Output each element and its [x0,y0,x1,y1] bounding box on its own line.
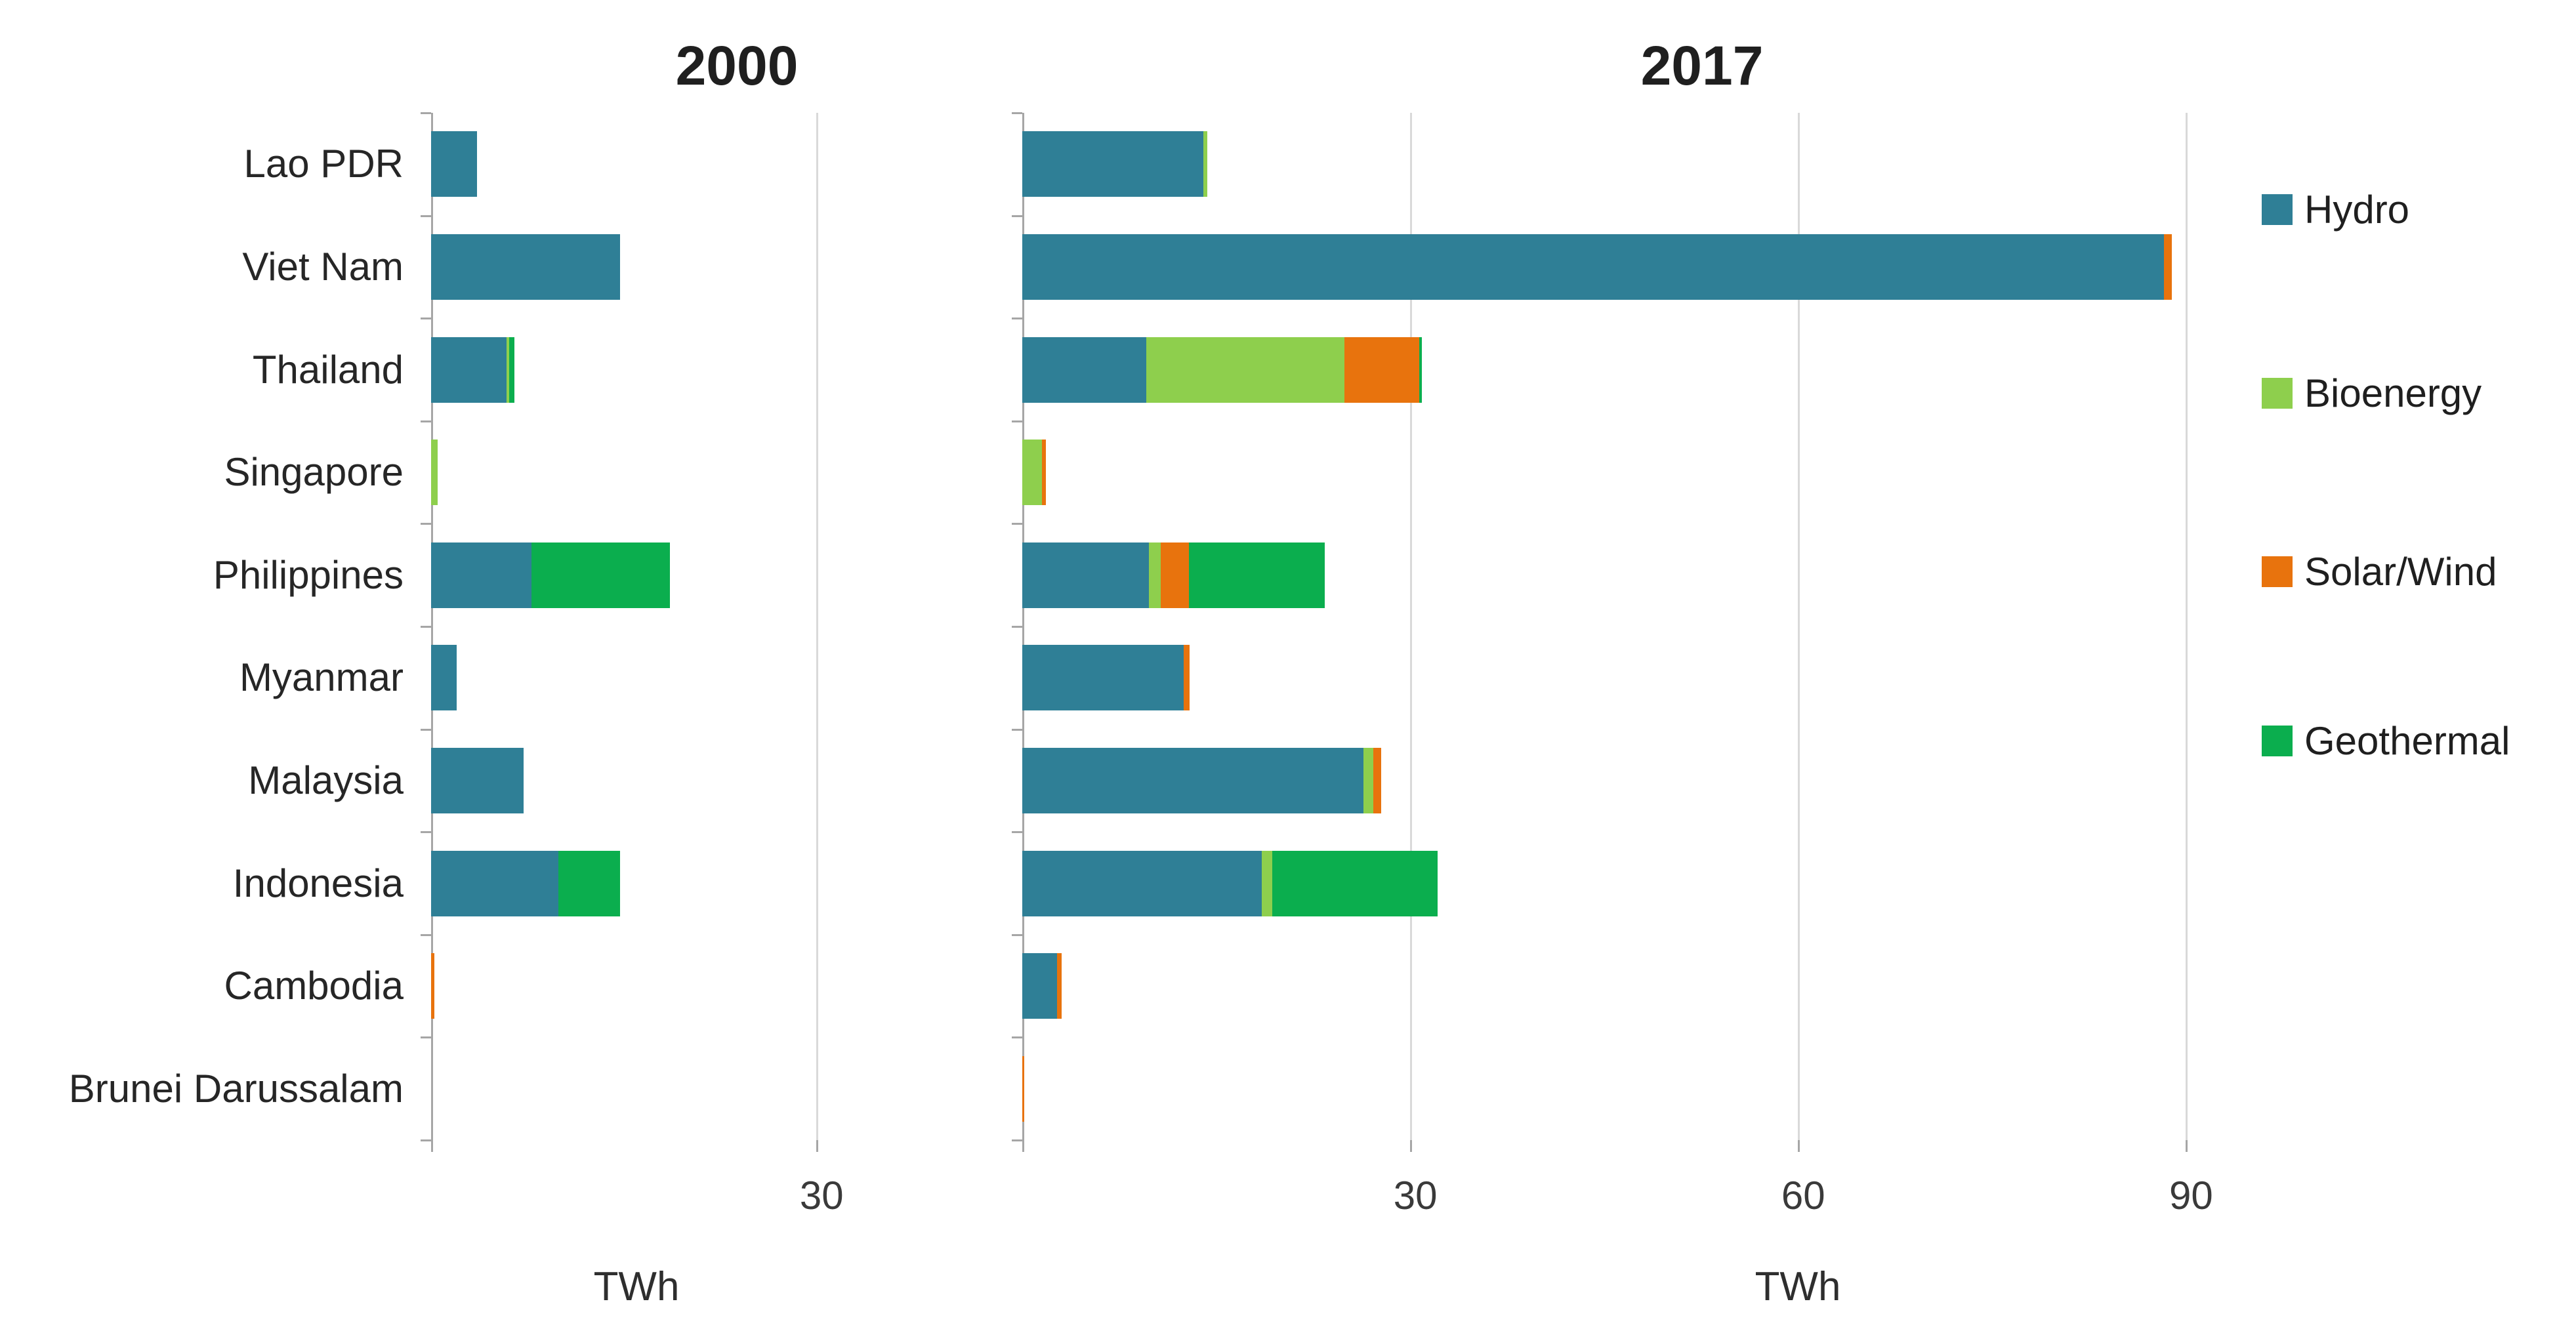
bar-segment-solar-wind [1160,542,1190,608]
bar-segment-bioenergy [1146,337,1344,403]
bar-segment-bioenergy [1149,542,1161,608]
category-label: Lao PDR [243,142,404,186]
bar-segment-bioenergy [431,440,438,506]
x-tick-label-30: 30 [1393,1174,1438,1218]
bar-segment-solar-wind [1373,747,1381,813]
category-axis-tick [1012,215,1022,217]
category-label: Malaysia [248,758,404,802]
category-axis-tick [421,523,431,525]
bar-segment-solar-wind [1041,440,1047,506]
category-label: Indonesia [232,861,404,905]
category-axis-line [1022,113,1024,1152]
category-axis-tick [1012,933,1022,936]
x-axis-tick-30 [1410,1140,1413,1152]
legend-swatch-hydro [2262,194,2293,225]
x-axis-tick-90 [2186,1140,2188,1152]
category-label: Brunei Darussalam [68,1066,404,1111]
bar-segment-geothermal [531,542,671,608]
axis-unit-label: TWh [1755,1264,1841,1309]
bar-segment-hydro [1022,747,1364,813]
bar-segment-solar-wind [1022,1055,1024,1122]
category-label: Singapore [224,450,404,495]
category-axis-tick [421,831,431,834]
bar-segment-hydro [1022,542,1150,608]
bar-segment-hydro [1022,234,2164,300]
bar-segment-bioenergy [1363,747,1373,813]
chart-title-2000: 2000 [675,35,799,96]
bar-segment-hydro [431,234,620,300]
gridline-30 [816,113,819,1140]
bar-segment-geothermal [1272,850,1438,916]
x-axis-tick-60 [1798,1140,1800,1152]
chart-title-2017: 2017 [1640,35,1764,96]
bar-segment-bioenergy [1022,440,1042,506]
bar-segment-hydro [1022,131,1203,197]
bar-segment-geothermal [558,850,620,916]
legend-label-hydro: Hydro [2304,188,2410,232]
category-label: Myanmar [239,655,404,700]
legend-swatch-geothermal [2262,726,2293,756]
category-axis-tick [1012,420,1022,422]
bar-segment-hydro [431,747,524,813]
category-axis-tick [421,1139,431,1141]
category-axis-tick [421,728,431,731]
bar-segment-hydro [431,131,478,197]
bar-segment-hydro [431,542,531,608]
legend-label-solar_wind: Solar/Wind [2304,550,2497,594]
bar-segment-hydro [1022,645,1184,711]
category-axis-tick [421,626,431,628]
bar-segment-solar-wind [1344,337,1419,403]
category-label: Cambodia [224,964,404,1008]
legend-swatch-solar_wind [2262,556,2293,587]
category-axis-tick [1012,317,1022,320]
x-tick-label-60: 60 [1781,1174,1825,1218]
category-axis-tick [1012,831,1022,834]
category-label: Viet Nam [242,244,404,289]
legend-label-bioenergy: Bioenergy [2304,371,2482,415]
bar-segment-bioenergy [507,337,510,403]
category-axis-tick [1012,523,1022,525]
bar-segment-hydro [431,337,507,403]
category-axis-tick [1012,728,1022,731]
category-axis-line [431,113,433,1152]
x-axis-tick-30 [816,1140,819,1152]
category-axis-tick [421,933,431,936]
bar-segment-geothermal [1189,542,1325,608]
gridline-30 [1410,113,1413,1140]
bar-segment-hydro [1022,953,1058,1019]
gridline-60 [1798,113,1800,1140]
category-label: Philippines [213,552,404,597]
category-axis-tick [1012,1139,1022,1141]
x-tick-label-30: 30 [799,1174,844,1218]
gridline-90 [2186,113,2188,1140]
category-axis-tick [1012,626,1022,628]
category-axis-tick [421,1036,431,1039]
bar-segment-solar-wind [431,953,434,1019]
bar-segment-geothermal [509,337,515,403]
axis-unit-label: TWh [593,1264,680,1309]
x-tick-label-90: 90 [2169,1174,2213,1218]
category-axis-tick [421,317,431,320]
bar-segment-hydro [431,850,558,916]
bar-segment-solar-wind [2163,234,2172,300]
bar-segment-bioenergy [1203,131,1207,197]
bar-segment-geothermal [1419,337,1422,403]
category-axis-tick [421,112,431,114]
category-label: Thailand [252,347,404,392]
legend-swatch-bioenergy [2262,378,2293,409]
category-axis-tick [421,420,431,422]
bar-segment-hydro [1022,337,1147,403]
bar-segment-solar-wind [1057,953,1062,1019]
category-axis-tick [421,215,431,217]
bar-segment-hydro [1022,850,1262,916]
category-axis-tick [1012,1036,1022,1039]
legend-label-geothermal: Geothermal [2304,719,2510,763]
bar-segment-solar-wind [1184,645,1190,711]
category-axis-tick [1012,112,1022,114]
bar-segment-bioenergy [1261,850,1273,916]
bar-segment-hydro [431,645,457,711]
